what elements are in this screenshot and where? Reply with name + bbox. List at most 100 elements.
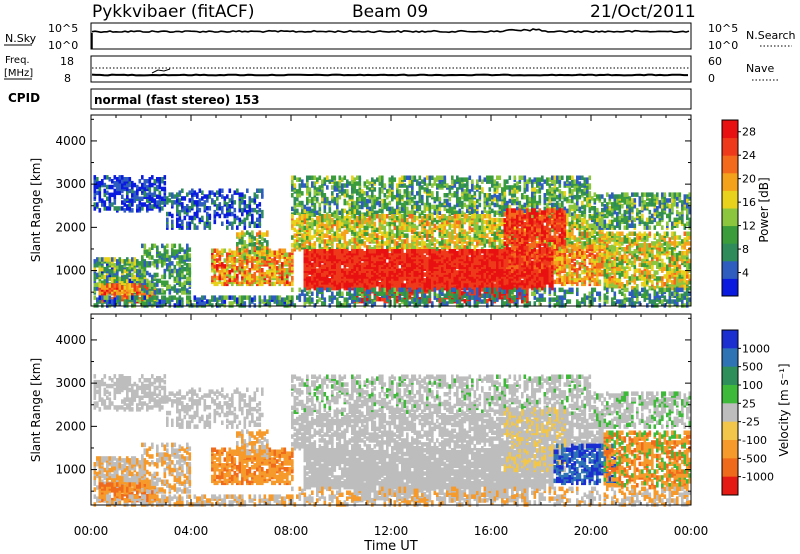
- power-cell: [296, 217, 299, 223]
- power-cell: [483, 208, 487, 214]
- power-cell: [396, 215, 399, 221]
- power-cell: [443, 214, 447, 219]
- power-cell: [271, 258, 274, 263]
- power-cell: [468, 219, 472, 225]
- power-cell: [453, 214, 457, 219]
- power-cell: [571, 189, 574, 194]
- power-cell: [133, 295, 137, 300]
- power-cell: [483, 231, 487, 236]
- power-cell: [581, 189, 584, 194]
- power-cell: [221, 188, 224, 193]
- power-cell: [433, 196, 437, 202]
- power-cell: [501, 200, 504, 206]
- power-cell: [388, 200, 392, 206]
- power-cell: [113, 301, 117, 306]
- power-cell: [96, 303, 99, 308]
- power-cell: [338, 270, 342, 275]
- power-cell: [388, 177, 392, 182]
- power-cell: [243, 240, 247, 245]
- power-cell: [351, 249, 354, 254]
- power-cell: [258, 255, 262, 261]
- power-cell: [378, 187, 382, 192]
- power-cell: [376, 249, 379, 254]
- power-cell: [486, 239, 489, 244]
- power-cell: [461, 223, 464, 229]
- power-cell: [521, 193, 524, 198]
- power-cell: [516, 200, 519, 206]
- power-cell: [476, 198, 479, 204]
- power-cell: [276, 295, 279, 300]
- power-cell: [381, 202, 384, 208]
- power-cell: [513, 193, 517, 198]
- power-cell: [328, 284, 332, 289]
- power-cell: [576, 241, 579, 246]
- power-cell: [236, 258, 239, 263]
- power-cell: [163, 194, 167, 199]
- power-cell: [158, 251, 162, 256]
- power-cell: [181, 247, 184, 252]
- power-cell: [368, 194, 372, 200]
- power-cell: [383, 233, 387, 238]
- power-cell: [421, 198, 424, 204]
- power-cell: [108, 299, 112, 304]
- power-cell: [541, 183, 544, 188]
- power-cell: [238, 192, 242, 197]
- power-cell: [361, 233, 364, 238]
- power-cell: [206, 206, 209, 211]
- power-cell: [473, 214, 477, 219]
- power-cell: [503, 187, 507, 192]
- power-cell: [223, 200, 227, 205]
- power-cell: [383, 204, 387, 210]
- power-cell: [543, 206, 547, 212]
- power-cell: [291, 248, 294, 253]
- power-cell: [258, 268, 262, 273]
- power-cell: [196, 303, 199, 308]
- power-cell: [323, 270, 327, 275]
- power-cell: [423, 202, 427, 208]
- power-cell: [496, 210, 499, 215]
- power-cell: [356, 256, 359, 262]
- power-cell: [166, 196, 169, 201]
- power-cell: [538, 177, 542, 182]
- power-cell: [123, 285, 127, 290]
- power-cell: [393, 177, 397, 182]
- power-cell: [368, 268, 372, 273]
- power-cell: [381, 235, 384, 240]
- power-cell: [371, 214, 374, 219]
- power-cell: [393, 221, 397, 227]
- power-cell: [93, 192, 97, 198]
- power-cell: [233, 207, 237, 213]
- power-cell: [256, 232, 259, 237]
- power-cell: [283, 271, 287, 277]
- power-cell: [343, 229, 347, 234]
- power-cell: [248, 242, 252, 247]
- power-cell: [488, 214, 492, 219]
- power-cell: [156, 204, 159, 209]
- power-cell: [213, 219, 217, 225]
- power-cell: [111, 192, 114, 198]
- power-cell: [338, 194, 342, 200]
- power-cell: [386, 249, 389, 254]
- power-cell: [236, 232, 239, 237]
- power-cell: [576, 217, 579, 223]
- power-cell: [478, 202, 482, 208]
- power-cell: [361, 189, 364, 194]
- power-cell: [151, 255, 154, 260]
- power-cell: [253, 192, 257, 197]
- freq-tick-bottom: 8: [64, 72, 71, 85]
- power-cell: [113, 263, 117, 268]
- power-cell: [401, 217, 404, 223]
- power-cell: [478, 214, 482, 219]
- power-cell: [381, 280, 384, 285]
- power-cell: [588, 183, 592, 188]
- power-cell: [258, 230, 262, 235]
- power-cell: [456, 175, 459, 180]
- power-cell: [178, 223, 182, 228]
- power-cell: [166, 263, 169, 268]
- power-cell: [523, 175, 527, 180]
- power-cell: [98, 261, 102, 266]
- power-cell: [336, 237, 339, 242]
- power-cell: [396, 200, 399, 206]
- power-cell: [296, 208, 299, 214]
- power-cell: [576, 237, 579, 242]
